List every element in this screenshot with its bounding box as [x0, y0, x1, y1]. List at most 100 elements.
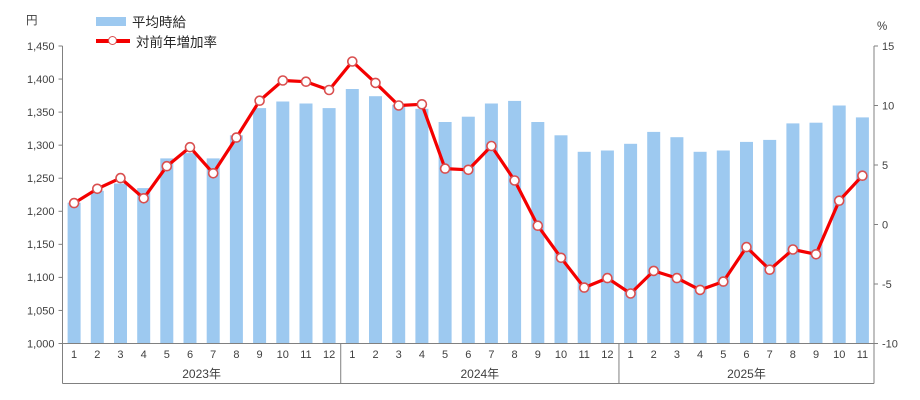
bar-month-10: [832, 105, 846, 344]
right-axis-tick-label: 5: [882, 160, 888, 172]
legend-label: 対前年増加率: [136, 35, 217, 50]
left-axis-tick-label: 1,000: [27, 338, 55, 350]
yoy-marker: [717, 276, 729, 287]
yoy-marker: [671, 272, 683, 284]
yoy-marker: [416, 99, 428, 110]
yoy-marker: [161, 160, 173, 172]
month-label: 6: [187, 349, 193, 361]
right-axis-tick-label: 15: [882, 41, 894, 53]
month-label: 3: [396, 349, 402, 361]
legend-item-line-series: 対前年増加率: [96, 31, 217, 51]
yoy-marker: [555, 252, 567, 264]
bar-month-7: [763, 139, 777, 344]
month-label: 10: [555, 349, 567, 361]
month-label: 6: [743, 349, 749, 361]
yoy-marker: [694, 284, 706, 296]
month-label: 9: [535, 349, 541, 361]
left-axis-unit-label: 円: [26, 15, 38, 27]
month-label: 9: [257, 349, 263, 361]
bar-month-11: [577, 151, 591, 344]
month-label: 1: [349, 349, 355, 361]
bar-series-swatch: [96, 16, 126, 26]
yoy-marker: [300, 76, 312, 87]
bar-month-1: [345, 89, 359, 344]
left-axis-tick-label: 1,100: [27, 272, 55, 284]
month-label: 7: [210, 349, 216, 361]
yoy-marker: [833, 195, 845, 206]
yoy-marker: [462, 164, 474, 176]
bar-month-9: [809, 122, 823, 344]
yoy-marker: [184, 141, 196, 153]
yoy-marker: [92, 183, 103, 195]
yoy-marker: [115, 172, 126, 184]
bar-month-3: [670, 137, 684, 344]
legend: 平均時給 対前年増加率: [96, 11, 217, 51]
bar-month-7: [206, 158, 220, 344]
bar-month-3: [114, 183, 127, 344]
month-label: 9: [813, 349, 819, 361]
month-label: 11: [857, 349, 868, 361]
month-label: 8: [790, 349, 796, 361]
bar-month-5: [438, 122, 452, 344]
month-label: 1: [71, 349, 77, 361]
month-label: 10: [833, 349, 845, 361]
yoy-marker: [532, 220, 544, 231]
bar-month-9: [253, 108, 267, 344]
legend-item-bar-series: 平均時給: [96, 11, 217, 31]
bar-month-6: [461, 116, 475, 344]
bar-month-10: [276, 101, 290, 344]
month-label: 2: [372, 349, 378, 361]
left-axis-tick-label: 1,150: [27, 239, 55, 251]
yoy-marker: [277, 75, 289, 86]
month-label: 3: [674, 349, 680, 361]
bar-month-2: [90, 190, 104, 344]
bar-month-8: [786, 123, 800, 344]
right-axis-tick-label: 10: [882, 100, 894, 112]
left-axis-tick-label: 1,250: [27, 173, 55, 185]
line-series-swatch: [96, 35, 130, 45]
month-label: 11: [300, 349, 311, 361]
marker-icon: [108, 35, 117, 45]
yoy-marker: [68, 197, 80, 209]
bar-month-8: [229, 135, 243, 344]
bar-month-4: [415, 108, 429, 344]
left-axis-tick-label: 1,400: [27, 74, 55, 86]
bar-month-11: [299, 103, 313, 344]
bar-month-8: [508, 100, 522, 344]
month-label: 1: [627, 349, 633, 361]
bar-month-12: [600, 150, 614, 344]
month-label: 7: [767, 349, 773, 361]
month-label: 3: [117, 349, 123, 361]
yoy-marker: [741, 241, 752, 253]
yoy-marker: [509, 175, 520, 186]
left-axis-tick-label: 1,350: [27, 107, 55, 119]
month-label: 7: [488, 349, 494, 361]
yoy-marker: [602, 272, 613, 284]
yoy-marker: [231, 132, 242, 143]
yoy-marker: [439, 163, 451, 174]
bar-month-11: [855, 117, 869, 344]
month-label: 4: [141, 349, 147, 361]
month-label: 8: [233, 349, 239, 361]
month-label: 2: [94, 349, 100, 361]
bar-month-2: [647, 131, 661, 344]
yoy-marker: [764, 264, 776, 276]
yoy-marker: [787, 244, 799, 255]
month-label: 12: [323, 349, 335, 361]
month-label: 4: [697, 349, 703, 361]
yoy-marker: [323, 84, 335, 96]
month-label: 4: [419, 349, 425, 361]
bar-month-7: [484, 103, 498, 344]
month-label: 5: [442, 349, 448, 361]
yoy-marker: [625, 288, 636, 299]
yoy-marker: [393, 100, 405, 111]
month-label: 11: [578, 349, 589, 361]
year-label: 2024年: [460, 367, 499, 381]
right-axis-tick-label: 0: [882, 219, 888, 231]
yoy-marker: [254, 95, 265, 106]
bar-month-1: [67, 202, 81, 344]
yoy-marker: [486, 140, 497, 152]
month-label: 5: [164, 349, 170, 361]
month-label: 12: [601, 349, 613, 361]
